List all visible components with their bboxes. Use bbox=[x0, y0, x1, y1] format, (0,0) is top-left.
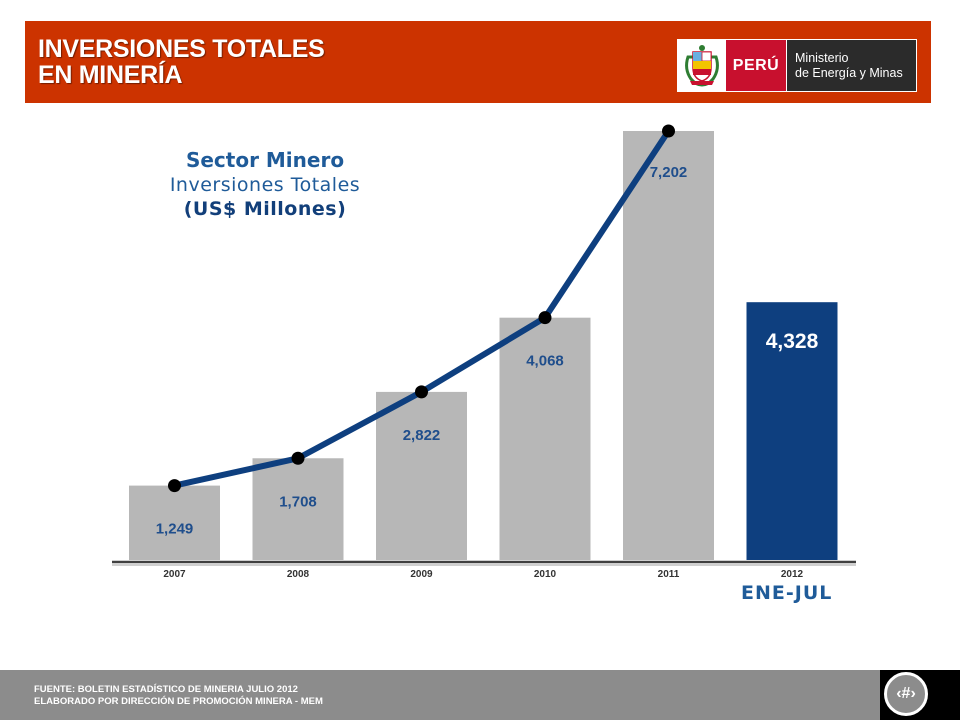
data-label-2009: 2,822 bbox=[403, 427, 441, 444]
logo-ministry-line-2: de Energía y Minas bbox=[795, 65, 903, 80]
trend-point-2008 bbox=[291, 451, 305, 465]
header-banner: INVERSIONES TOTALES EN MINERÍA PERÚ Mini… bbox=[25, 21, 931, 103]
footer-line-2: ELABORADO POR DIRECCIÓN DE PROMOCIÓN MIN… bbox=[34, 696, 323, 707]
trend-point-2009 bbox=[415, 385, 428, 399]
trend-point-2010 bbox=[538, 311, 552, 325]
footer-bar: FUENTE: BOLETIN ESTADÍSTICO DE MINERIA J… bbox=[0, 670, 960, 720]
data-label-2008: 1,708 bbox=[279, 493, 317, 510]
bar-2011 bbox=[623, 131, 714, 560]
chart-title-line-1: Sector Minero bbox=[185, 148, 345, 172]
x-tick-label: 2011 bbox=[658, 569, 680, 580]
logo-ministry-line-1: Ministerio bbox=[795, 50, 849, 65]
data-label-2010: 4,068 bbox=[526, 353, 564, 370]
page-number-badge: ‹#› bbox=[884, 672, 928, 716]
trend-point-2007 bbox=[168, 479, 181, 493]
title-line-1: INVERSIONES TOTALES bbox=[38, 35, 325, 63]
footer-line-1: FUENTE: BOLETIN ESTADÍSTICO DE MINERIA J… bbox=[34, 684, 298, 695]
x-tick-label: 2012 bbox=[781, 569, 804, 580]
trend-point-2011 bbox=[662, 124, 675, 138]
chart-title-line-3: (US$ Millones) bbox=[183, 198, 347, 220]
logo-ministry-label: Ministerio de Energía y Minas bbox=[786, 40, 916, 91]
coat-of-arms-icon bbox=[678, 40, 726, 91]
bar-2007 bbox=[129, 485, 220, 560]
period-note: ENE-JUL bbox=[741, 582, 833, 604]
chart-title-line-2: Inversiones Totales bbox=[169, 174, 361, 196]
data-label-2007: 1,249 bbox=[156, 521, 194, 538]
data-label-2012: 4,328 bbox=[766, 330, 819, 353]
logo-country-label: PERÚ bbox=[726, 40, 786, 91]
bar-2012 bbox=[746, 302, 838, 560]
title-line-2: EN MINERÍA bbox=[38, 61, 183, 89]
chart-title: Sector Minero Inversiones Totales (US$ M… bbox=[140, 148, 390, 222]
bar-2008 bbox=[252, 458, 344, 560]
footer-source: FUENTE: BOLETIN ESTADÍSTICO DE MINERIA J… bbox=[34, 684, 323, 708]
bar-2010 bbox=[499, 317, 591, 560]
x-tick-label: 2008 bbox=[287, 569, 310, 580]
ministry-logo: PERÚ Ministerio de Energía y Minas bbox=[677, 39, 917, 92]
page-title: INVERSIONES TOTALES EN MINERÍA bbox=[38, 35, 325, 89]
bar-2009 bbox=[376, 391, 467, 560]
x-tick-label: 2009 bbox=[410, 569, 433, 580]
data-label-2011: 7,202 bbox=[650, 164, 688, 181]
x-tick-label: 2010 bbox=[534, 569, 557, 580]
x-tick-label: 2007 bbox=[163, 569, 186, 580]
